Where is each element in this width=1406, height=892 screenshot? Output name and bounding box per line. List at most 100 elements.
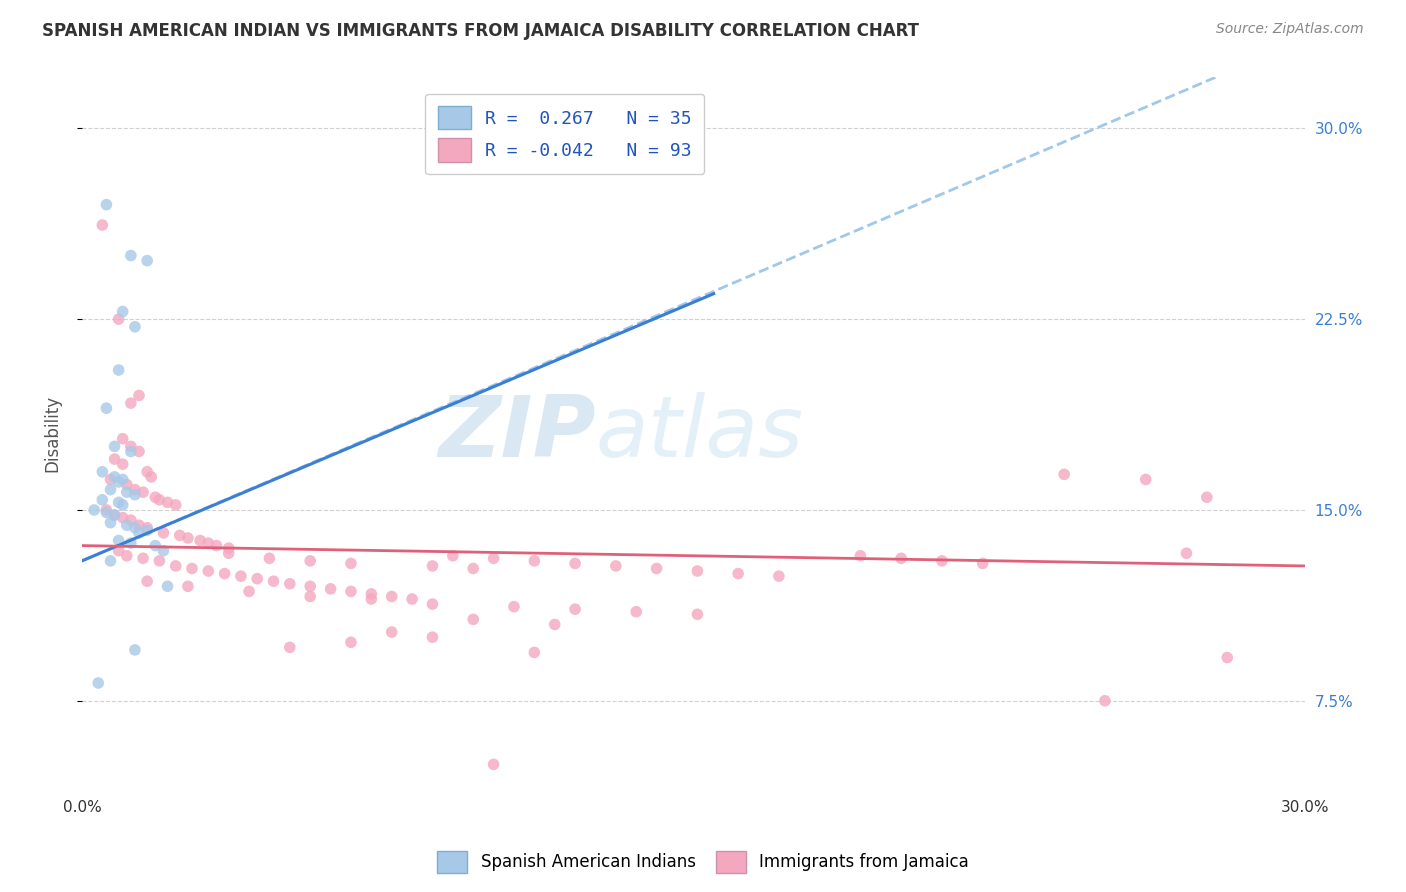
Point bbox=[218, 546, 240, 560]
Point bbox=[360, 592, 382, 607]
Point bbox=[441, 549, 464, 563]
Point bbox=[132, 551, 155, 566]
Point bbox=[605, 558, 627, 573]
Point bbox=[100, 472, 122, 486]
Point bbox=[111, 304, 134, 318]
Point bbox=[120, 248, 142, 262]
Point bbox=[319, 582, 342, 596]
Point bbox=[111, 472, 134, 486]
Point bbox=[83, 503, 105, 517]
Point bbox=[156, 495, 179, 509]
Point bbox=[120, 513, 142, 527]
Point bbox=[263, 574, 285, 589]
Point bbox=[107, 312, 129, 326]
Point bbox=[188, 533, 211, 548]
Point bbox=[205, 539, 228, 553]
Point bbox=[111, 510, 134, 524]
Point bbox=[124, 319, 146, 334]
Point bbox=[626, 605, 648, 619]
Point bbox=[422, 630, 444, 644]
Point bbox=[136, 524, 159, 538]
Point bbox=[645, 561, 668, 575]
Point bbox=[120, 396, 142, 410]
Point bbox=[1175, 546, 1198, 560]
Point bbox=[148, 554, 170, 568]
Point bbox=[103, 452, 125, 467]
Point bbox=[87, 676, 110, 690]
Point bbox=[128, 388, 150, 402]
Point bbox=[544, 617, 567, 632]
Point bbox=[360, 587, 382, 601]
Point bbox=[197, 564, 219, 578]
Point bbox=[141, 470, 163, 484]
Point bbox=[152, 525, 174, 540]
Point bbox=[128, 518, 150, 533]
Point bbox=[238, 584, 260, 599]
Point bbox=[103, 439, 125, 453]
Point bbox=[1053, 467, 1076, 482]
Point bbox=[890, 551, 912, 566]
Point bbox=[107, 475, 129, 489]
Point bbox=[115, 477, 138, 491]
Point bbox=[503, 599, 526, 614]
Point bbox=[103, 508, 125, 522]
Point bbox=[115, 518, 138, 533]
Point bbox=[107, 363, 129, 377]
Point bbox=[463, 561, 485, 575]
Point bbox=[143, 490, 166, 504]
Point bbox=[128, 444, 150, 458]
Point bbox=[107, 533, 129, 548]
Point bbox=[96, 503, 118, 517]
Point bbox=[422, 558, 444, 573]
Point bbox=[103, 508, 125, 522]
Point bbox=[340, 635, 363, 649]
Point bbox=[278, 576, 301, 591]
Point bbox=[523, 645, 546, 659]
Point bbox=[422, 597, 444, 611]
Point bbox=[115, 485, 138, 500]
Point bbox=[278, 640, 301, 655]
Point bbox=[686, 564, 709, 578]
Point bbox=[482, 757, 505, 772]
Point bbox=[1216, 650, 1239, 665]
Point bbox=[136, 465, 159, 479]
Point bbox=[132, 485, 155, 500]
Point bbox=[111, 432, 134, 446]
Point bbox=[564, 557, 586, 571]
Point bbox=[972, 557, 994, 571]
Point bbox=[299, 579, 322, 593]
Text: SPANISH AMERICAN INDIAN VS IMMIGRANTS FROM JAMAICA DISABILITY CORRELATION CHART: SPANISH AMERICAN INDIAN VS IMMIGRANTS FR… bbox=[42, 22, 920, 40]
Point bbox=[340, 557, 363, 571]
Point bbox=[299, 590, 322, 604]
Point bbox=[523, 554, 546, 568]
Point bbox=[931, 554, 953, 568]
Point bbox=[165, 498, 187, 512]
Text: atlas: atlas bbox=[596, 392, 803, 475]
Point bbox=[214, 566, 236, 581]
Point bbox=[482, 551, 505, 566]
Point bbox=[169, 528, 191, 542]
Point bbox=[128, 525, 150, 540]
Point bbox=[177, 579, 200, 593]
Point bbox=[181, 561, 204, 575]
Point bbox=[124, 488, 146, 502]
Point bbox=[111, 498, 134, 512]
Legend: R =  0.267   N = 35, R = -0.042   N = 93: R = 0.267 N = 35, R = -0.042 N = 93 bbox=[426, 94, 704, 174]
Point bbox=[96, 197, 118, 211]
Point bbox=[136, 521, 159, 535]
Point bbox=[100, 516, 122, 530]
Point bbox=[727, 566, 749, 581]
Point bbox=[91, 465, 114, 479]
Point bbox=[381, 625, 404, 640]
Point bbox=[564, 602, 586, 616]
Point bbox=[299, 554, 322, 568]
Point bbox=[1195, 490, 1218, 504]
Point bbox=[152, 543, 174, 558]
Point bbox=[107, 495, 129, 509]
Point bbox=[381, 590, 404, 604]
Point bbox=[120, 439, 142, 453]
Point bbox=[115, 549, 138, 563]
Point bbox=[96, 506, 118, 520]
Point bbox=[218, 541, 240, 555]
Point bbox=[124, 521, 146, 535]
